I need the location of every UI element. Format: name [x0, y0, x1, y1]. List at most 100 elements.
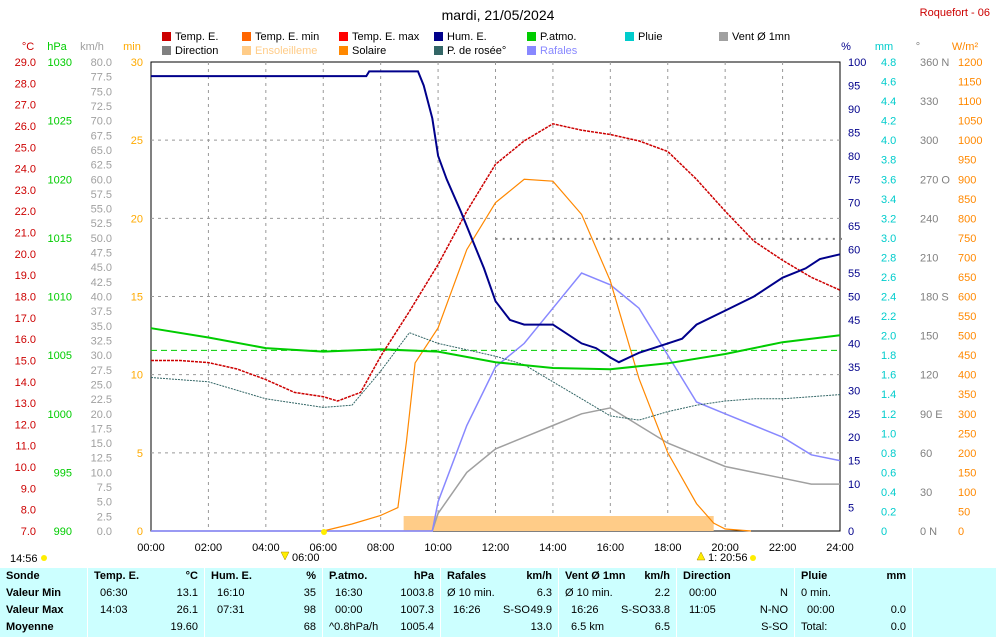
press-axis-tick-3: 1015 [48, 233, 72, 245]
direction-dot [531, 237, 534, 240]
solar-axis-tick-1: 1150 [958, 77, 982, 89]
solar-axis-tick-18: 300 [958, 409, 976, 421]
table-head-sonde: Sonde [6, 570, 40, 582]
direction-dot [595, 237, 598, 240]
col-rain: Pluie mm 0 min. 00:00 0.0 Total: 0.0 [795, 568, 913, 637]
rain-axis-tick-12: 2.4 [881, 292, 896, 304]
rain-axis-tick-4: 4.0 [881, 135, 896, 147]
hum-axis-tick-17: 15 [848, 456, 860, 468]
direction-dot [603, 237, 606, 240]
cell-temp-min: 13.1 [176, 587, 198, 599]
cell-hum-min: 35 [303, 587, 316, 599]
axes: °C hPa km/h min% mm ° W/m² 29.0 28.0 27.0 26.0 25.0… [15, 41, 983, 554]
cell-press-avg: 1005.4 [400, 621, 434, 633]
legend-label-10: P. de rosée° [447, 45, 506, 57]
legend-label-6: Vent Ø 1mn [732, 31, 790, 43]
hum-axis-tick-3: 85 [848, 127, 860, 139]
cell-press-trend: ^0.8hPa/h [329, 621, 379, 633]
temp-axis-tick-13: 16.0 [15, 334, 36, 346]
wind-axis-tick-20: 30.0 [91, 350, 112, 362]
rain-axis-tick-7: 3.4 [881, 194, 896, 206]
cell-rain-max-time: 00:00 [807, 604, 835, 616]
wind-axis-tick-22: 25.0 [91, 379, 112, 391]
direction-dot [804, 237, 807, 240]
rain-axis-tick-16: 1.6 [881, 370, 896, 382]
solar-axis-tick-6: 900 [958, 174, 976, 186]
col-wind: Vent Ø 1mn km/h Ø 10 min. 2.2 16:26 S-SO 33.… [559, 568, 677, 637]
wind-axis-tick-17: 37.5 [91, 306, 112, 318]
direction-dot [825, 237, 828, 240]
time-tick-7: 14:00 [539, 542, 567, 554]
table-head-temp: Temp. E. [94, 570, 140, 582]
press-axis-tick-6: 1000 [48, 409, 72, 421]
solar-axis-tick-2: 1100 [958, 96, 982, 108]
wind-axis-tick-11: 52.5 [91, 218, 112, 230]
legend-swatch-10 [434, 46, 443, 55]
table-head-press: P.atmo. [329, 570, 368, 582]
cell-wind-avg10-label: Ø 10 min. [565, 587, 613, 599]
rain-axis-tick-2: 4.4 [881, 96, 896, 108]
dir-axis-tick-4: 240 [920, 213, 938, 225]
cell-press-max-time: 00:00 [335, 604, 363, 616]
cell-wind-distance: 6.5 km [571, 621, 605, 633]
direction-dot [495, 237, 498, 240]
min-axis-tick-6: 0 [137, 526, 143, 538]
axis-unit-7: W/m² [952, 41, 979, 53]
axis-unit-5: mm [875, 41, 893, 53]
cell-rain-total: 0.0 [890, 621, 906, 633]
legend-swatch-5 [625, 32, 634, 41]
axis-unit-4: % [841, 41, 851, 53]
cell-temp-avg: 19.60 [170, 621, 198, 633]
solar-axis-tick-15: 450 [958, 350, 976, 362]
wind-axis-tick-0: 80.0 [91, 57, 112, 69]
dir-axis-tick-9: 90 E [920, 409, 943, 421]
temp-axis-tick-0: 29.0 [15, 57, 36, 69]
legend-label-5: Pluie [638, 31, 662, 43]
table-head-rain: Pluie [801, 570, 828, 582]
temp-axis-tick-11: 18.0 [15, 292, 36, 304]
hum-axis-tick-9: 55 [848, 268, 860, 280]
wind-axis-tick-19: 32.5 [91, 335, 112, 347]
direction-dot [725, 237, 728, 240]
sunrise-marker [321, 529, 327, 535]
chart-title: mardi, 21/05/2024 [442, 7, 555, 23]
col-gust: Rafales km/h Ø 10 min. 6.3 16:26 S-SO 49.9 1… [441, 568, 559, 637]
legend-label-7: Direction [175, 45, 218, 57]
dir-axis-tick-2: 300 [920, 135, 938, 147]
row-label-avg: Moyenne [6, 621, 54, 633]
direction-dot [682, 237, 685, 240]
summary-table: Sonde Valeur Min Valeur Max Moyenne Temp… [0, 568, 996, 637]
wind-axis-tick-18: 35.0 [91, 321, 112, 333]
temp-axis-tick-20: 9.0 [21, 483, 36, 495]
sunset-marker [750, 555, 756, 561]
dir-axis-tick-7: 150 [920, 331, 938, 343]
press-axis-tick-0: 1030 [48, 57, 72, 69]
sunshine-band [403, 516, 714, 531]
temp-axis-tick-18: 11.0 [15, 441, 36, 453]
dir-axis-tick-1: 330 [920, 96, 938, 108]
direction-dot [840, 237, 842, 240]
solar-axis-tick-14: 500 [958, 331, 976, 343]
temp-axis-tick-16: 13.0 [15, 398, 36, 410]
cell-gust-avg: 13.0 [530, 621, 552, 633]
time-tick-4: 08:00 [367, 542, 395, 554]
legend-label-2: Temp. E. max [352, 31, 420, 43]
sunrise-icon [280, 551, 290, 561]
wind-axis-tick-24: 20.0 [91, 409, 112, 421]
table-unit-press: hPa [413, 570, 434, 582]
cell-press-max: 1007.3 [400, 604, 434, 616]
legend-swatch-4 [527, 32, 536, 41]
col-sonde: Sonde Valeur Min Valeur Max Moyenne [0, 568, 88, 637]
direction-dot [639, 237, 642, 240]
hum-axis-tick-2: 90 [848, 104, 860, 116]
wind-axis-tick-1: 77.5 [91, 72, 112, 84]
rain-axis-tick-14: 2.0 [881, 331, 896, 343]
wind-axis-tick-4: 70.0 [91, 116, 112, 128]
min-axis-tick-2: 20 [131, 213, 143, 225]
time-tick-12: 24:00 [826, 542, 854, 554]
axis-unit-2: km/h [80, 41, 104, 53]
wind-axis-tick-25: 17.5 [91, 423, 112, 435]
hum-axis-tick-8: 60 [848, 245, 860, 257]
legend-swatch-1 [242, 32, 251, 41]
direction-dot [660, 237, 663, 240]
